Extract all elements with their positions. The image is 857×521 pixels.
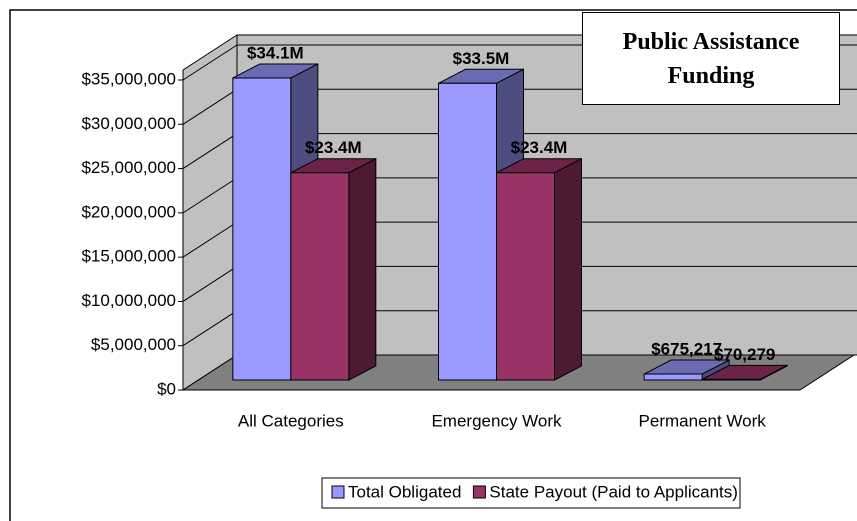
grid-line [182,177,238,214]
legend-label: State Payout (Paid to Applicants) [489,482,738,501]
x-tick-label: Permanent Work [639,411,767,430]
bar [643,373,703,381]
y-tick-label: $20,000,000 [81,202,176,221]
value-label: $675,217 [651,340,722,359]
grid-line [182,221,238,258]
y-tick-label: $25,000,000 [81,158,176,177]
y-tick-label: $35,000,000 [81,69,176,88]
chart-title: Public Assistance Funding [582,12,840,105]
bar [232,77,292,381]
legend-swatch [331,485,345,499]
grid-line [182,44,238,81]
y-tick-label: $5,000,000 [91,335,176,354]
x-tick-label: Emergency Work [431,411,562,430]
grid-line [182,133,238,169]
value-label: $33.5M [453,49,510,68]
value-label: $34.1M [247,43,304,62]
bar [290,172,350,381]
bar [701,378,761,381]
grid-line [182,266,238,302]
y-tick-label: $0 [157,379,176,398]
bar [438,82,497,381]
legend-swatch [472,485,486,499]
x-tick-label: All Categories [238,411,344,430]
bar-side [554,157,582,381]
bar [496,172,555,381]
grid-line [182,310,238,347]
legend-label: Total Obligated [348,482,461,501]
bar-side [348,157,377,381]
value-label: $70,279 [714,345,775,364]
grid-line [182,88,238,125]
y-tick-label: $10,000,000 [81,291,176,310]
y-tick-label: $30,000,000 [81,114,176,133]
y-tick-label: $15,000,000 [81,247,176,266]
value-label: $23.4M [511,138,568,157]
legend-box [321,477,741,509]
side-wall [182,34,238,391]
value-label: $23.4M [305,138,362,157]
